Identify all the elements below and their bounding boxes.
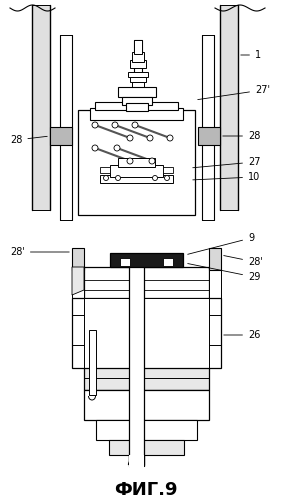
Text: 28': 28' <box>10 247 69 257</box>
Bar <box>72 298 221 368</box>
Bar <box>134 40 142 105</box>
Text: 26: 26 <box>224 330 260 340</box>
Circle shape <box>147 135 153 141</box>
Circle shape <box>103 176 108 180</box>
Bar <box>129 455 144 467</box>
Text: 27: 27 <box>193 157 260 168</box>
Text: 9: 9 <box>188 233 254 254</box>
Bar <box>209 267 221 310</box>
Bar <box>118 87 156 97</box>
Bar <box>128 72 148 77</box>
Bar <box>122 97 152 105</box>
Bar <box>60 35 72 220</box>
Bar <box>130 60 146 68</box>
Circle shape <box>92 122 98 128</box>
Circle shape <box>167 135 173 141</box>
Circle shape <box>164 176 169 180</box>
Bar <box>129 255 144 465</box>
Circle shape <box>132 122 138 128</box>
Text: 27': 27' <box>198 85 270 100</box>
Bar <box>100 167 110 173</box>
Bar <box>110 165 163 177</box>
Bar <box>220 5 238 210</box>
Bar <box>126 103 148 111</box>
Bar <box>132 82 144 87</box>
Bar <box>50 127 72 145</box>
Bar <box>198 127 220 145</box>
Text: 28: 28 <box>10 135 47 145</box>
Bar <box>109 440 184 455</box>
Bar <box>202 35 214 220</box>
Text: 29: 29 <box>188 264 260 282</box>
Polygon shape <box>72 267 84 310</box>
Circle shape <box>149 158 155 164</box>
Circle shape <box>127 135 133 141</box>
Bar <box>163 258 173 266</box>
Bar <box>96 420 197 440</box>
Bar <box>100 175 173 183</box>
Bar <box>118 158 155 167</box>
Bar <box>84 390 209 420</box>
Bar <box>84 368 209 390</box>
Circle shape <box>92 145 98 151</box>
Circle shape <box>112 122 118 128</box>
Bar <box>95 102 178 110</box>
Polygon shape <box>72 267 84 295</box>
Bar <box>32 5 50 210</box>
Circle shape <box>114 145 120 151</box>
Bar <box>90 108 183 120</box>
Bar <box>78 110 195 215</box>
Text: 28: 28 <box>223 131 260 141</box>
Circle shape <box>152 176 158 180</box>
Bar <box>84 267 209 299</box>
Circle shape <box>127 158 133 164</box>
Bar <box>72 248 84 270</box>
Bar <box>89 330 96 395</box>
Bar <box>120 258 130 266</box>
Bar <box>84 298 209 368</box>
Text: ФИГ.9: ФИГ.9 <box>114 481 178 499</box>
Bar <box>130 77 146 82</box>
Text: 1: 1 <box>241 50 261 60</box>
Text: 28': 28' <box>224 256 263 267</box>
Bar <box>134 40 142 54</box>
Bar <box>163 167 173 173</box>
Text: 10: 10 <box>193 172 260 182</box>
Circle shape <box>115 176 120 180</box>
Bar <box>132 52 144 62</box>
Bar <box>110 253 183 267</box>
Bar <box>209 248 221 270</box>
